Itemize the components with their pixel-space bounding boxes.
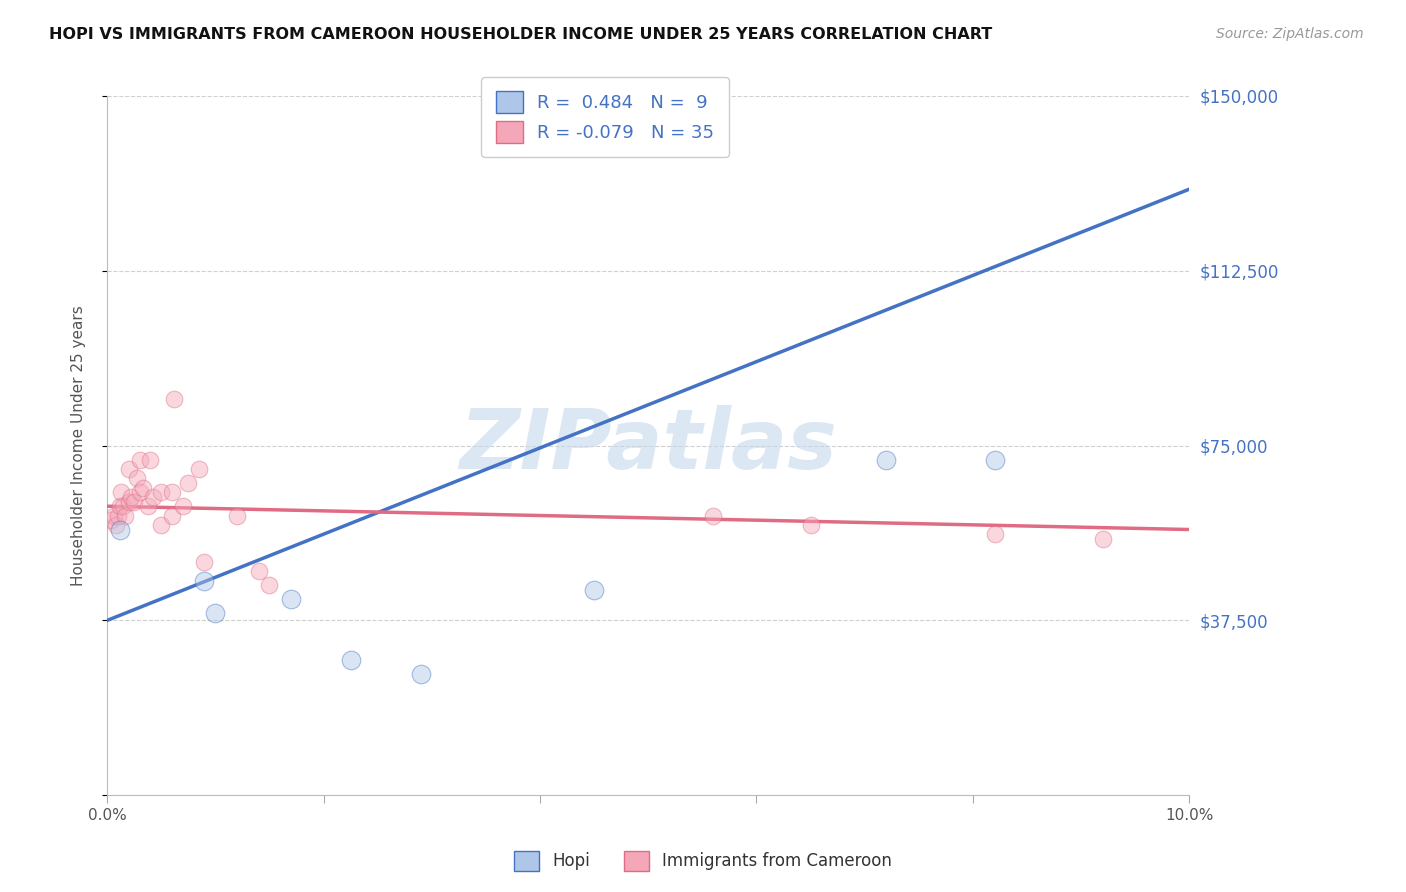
Point (409, 667, 432, 681)
Point (108, 523, 131, 537)
Legend: Hopi, Immigrants from Cameroon: Hopi, Immigrants from Cameroon (506, 842, 900, 880)
Point (800, 517, 823, 532)
Legend: R =  0.484   N =  9, R = -0.079   N = 35: R = 0.484 N = 9, R = -0.079 N = 35 (481, 77, 728, 157)
Point (172, 499, 194, 513)
Point (163, 392, 186, 406)
Point (188, 462, 211, 476)
Point (150, 517, 173, 532)
Point (226, 508, 249, 523)
Point (583, 583, 606, 598)
Point (103, 508, 125, 523)
Point (107, 508, 129, 523)
Point (193, 555, 215, 569)
Point (150, 485, 173, 500)
Point (118, 462, 141, 476)
Text: Source: ZipAtlas.com: Source: ZipAtlas.com (1216, 27, 1364, 41)
Point (280, 592, 302, 607)
Point (139, 452, 162, 467)
Point (120, 490, 142, 504)
Point (983, 527, 1005, 541)
Text: ZIPatlas: ZIPatlas (460, 405, 837, 486)
Point (104, 517, 127, 532)
Point (118, 494, 141, 508)
Point (110, 485, 132, 500)
Point (127, 471, 149, 485)
Y-axis label: Householder Income Under 25 years: Householder Income Under 25 years (72, 305, 86, 586)
Point (983, 452, 1005, 467)
Point (160, 485, 183, 500)
Point (875, 452, 897, 467)
Point (128, 485, 150, 500)
Point (204, 607, 226, 621)
Point (339, 653, 361, 667)
Point (112, 499, 135, 513)
Point (702, 508, 724, 523)
Point (160, 508, 183, 523)
Point (100, 513, 122, 527)
Point (132, 481, 155, 495)
Point (247, 565, 270, 579)
Point (122, 494, 145, 508)
Point (136, 499, 159, 513)
Point (114, 508, 136, 523)
Point (177, 475, 200, 490)
Point (128, 452, 150, 467)
Point (193, 574, 215, 588)
Point (108, 499, 131, 513)
Text: HOPI VS IMMIGRANTS FROM CAMEROON HOUSEHOLDER INCOME UNDER 25 YEARS CORRELATION C: HOPI VS IMMIGRANTS FROM CAMEROON HOUSEHO… (49, 27, 993, 42)
Point (1091, 532, 1114, 546)
Point (259, 578, 281, 592)
Point (141, 490, 163, 504)
